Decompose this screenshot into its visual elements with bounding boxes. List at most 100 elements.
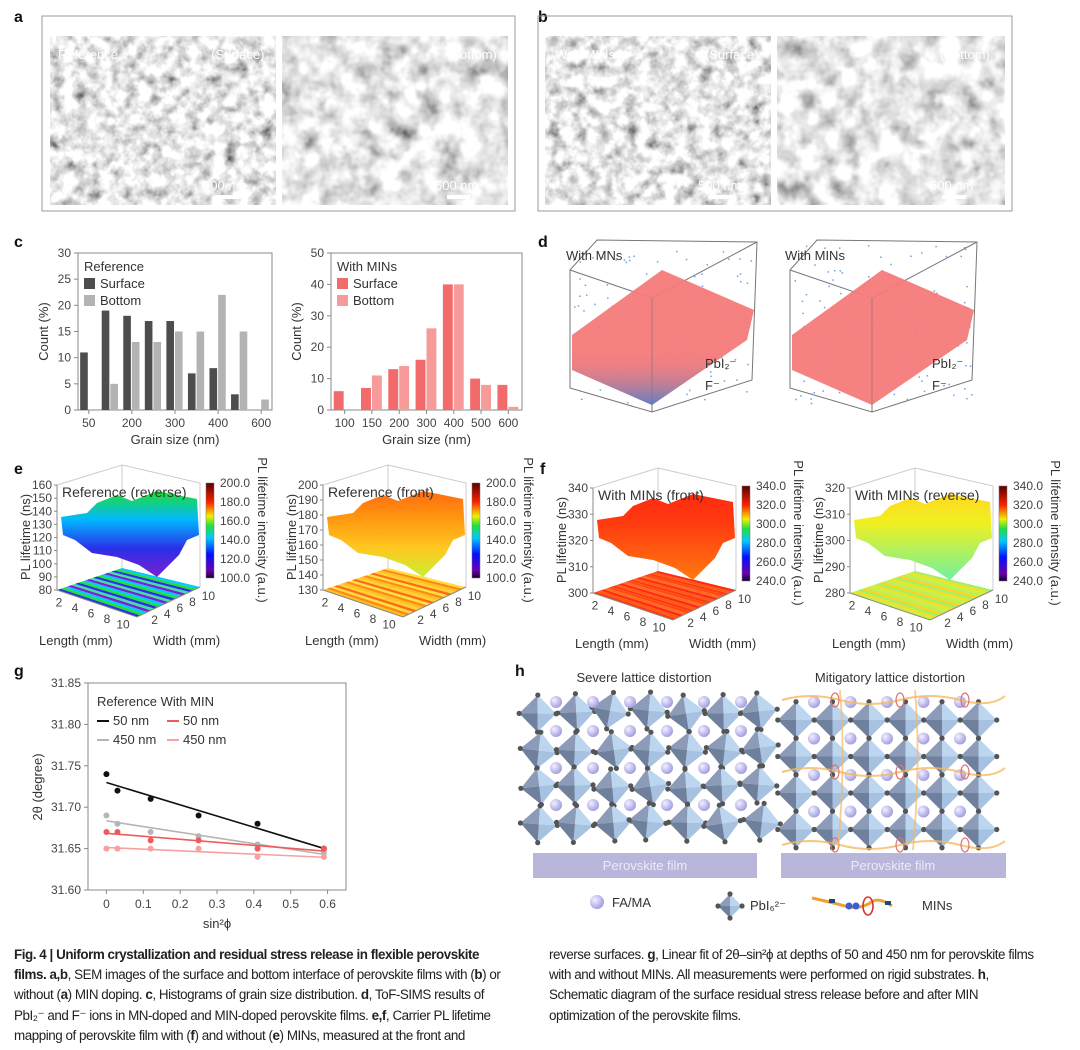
fit-line <box>106 846 324 859</box>
z-tick-label: 200 <box>298 478 318 492</box>
f-ion-speck <box>579 278 581 280</box>
ion-label-f: F⁻ <box>932 378 947 393</box>
iodide-atom <box>921 826 927 833</box>
iodide-atom <box>682 766 688 772</box>
iodide-atom <box>737 710 744 716</box>
iodide-atom <box>994 753 1000 760</box>
octahedron-face <box>869 701 888 720</box>
colorbar-tick-label: 120.0 <box>220 552 250 566</box>
octahedron-face <box>720 766 741 786</box>
floor-projection-stripe <box>75 582 158 609</box>
octahedron-face <box>594 804 614 825</box>
bar-surface <box>80 352 88 410</box>
floor-projection-stripe <box>57 588 141 617</box>
octahedron-face <box>703 823 725 842</box>
min-ring <box>895 692 905 708</box>
f-ion-speck <box>701 285 704 288</box>
fa-ma-cation <box>550 725 562 737</box>
iodide-atom <box>702 749 709 755</box>
x-tick-label: 600 <box>498 416 518 430</box>
iodide-atom <box>793 845 799 851</box>
octahedron-face <box>668 747 688 769</box>
floor-projection-stripe <box>857 589 941 617</box>
octahedron-face <box>536 750 558 769</box>
octahedron-face <box>632 768 651 790</box>
grid-wall <box>387 464 467 587</box>
z-tick-label: 130 <box>298 583 318 597</box>
y-tick-label: 20 <box>311 340 325 354</box>
length-tick-label: 6 <box>88 607 95 621</box>
x-tick-label: 600 <box>251 416 271 430</box>
bar-bottom <box>218 294 226 410</box>
iodide-atom <box>811 717 817 723</box>
data-point <box>195 812 202 819</box>
octahedron-face <box>942 793 961 812</box>
iodide-atom <box>680 692 686 698</box>
f-ion-speck <box>810 402 813 405</box>
iodide-atom <box>571 764 577 770</box>
bar-surface <box>415 359 426 410</box>
colorbar-tick-label: 320.0 <box>756 498 786 512</box>
floor-projection-stripe <box>600 589 684 617</box>
width-tick-label: 6 <box>713 604 720 618</box>
width-tick-label: 2 <box>151 613 158 627</box>
floor-projection-stripe <box>629 579 712 604</box>
z-tick-label: 160 <box>298 538 318 552</box>
octahedron-face <box>606 710 629 729</box>
width-tick-label: 2 <box>417 613 424 627</box>
fa-ma-cation <box>735 799 747 811</box>
z-tick-label: 340 <box>568 481 588 495</box>
floor-projection-stripe <box>93 576 176 601</box>
octahedron-face <box>684 769 705 788</box>
colorbar-tick-label: 240.0 <box>1013 574 1043 588</box>
legend-label: 450 nm <box>183 732 226 747</box>
octahedron-face <box>942 738 961 757</box>
length-axis-label: Length (mm) <box>832 636 906 651</box>
lifetime-surface <box>61 491 199 577</box>
octahedron-face <box>520 786 542 805</box>
f-ion-speck <box>966 397 968 400</box>
iodide-atom <box>647 689 654 695</box>
f-ion-speck <box>813 391 816 394</box>
iodide-atom <box>716 802 722 808</box>
iodide-atom <box>975 808 982 814</box>
caption-ref: e <box>272 1027 280 1043</box>
octahedron-face <box>539 784 558 805</box>
y-tick-label: 0 <box>317 403 324 417</box>
f-ion-speck <box>802 312 804 315</box>
caption-text: ) MINs, measured at the front and revers… <box>279 947 648 1043</box>
iodide-atom <box>516 710 522 716</box>
fa-ma-cation <box>661 799 673 811</box>
z-tick-label: 310 <box>825 507 845 521</box>
iodide-atom <box>757 763 763 769</box>
fa-ma-cation <box>587 799 599 811</box>
octahedron-face <box>832 738 851 757</box>
octahedron-face <box>850 720 869 739</box>
iodide-atom <box>994 790 1000 796</box>
ion-label-f: F⁻ <box>705 378 720 393</box>
min-ring <box>960 692 970 708</box>
octahedron-face <box>538 805 558 826</box>
data-point <box>114 820 121 827</box>
f-ion-speck <box>583 310 585 312</box>
octahedron-face <box>869 738 888 757</box>
fa-ma-cation <box>917 732 930 745</box>
z-tick-label: 180 <box>298 508 318 522</box>
f-ion-speck <box>739 258 741 260</box>
iodide-atom <box>686 728 692 735</box>
length-tick-label: 10 <box>652 620 666 634</box>
f-ion-speck <box>963 301 966 304</box>
iodide-atom <box>740 816 747 823</box>
y-tick-label: 10 <box>311 372 325 386</box>
octahedron-face <box>850 756 869 775</box>
x-tick-label: 200 <box>122 416 142 430</box>
f-ion-speck <box>573 259 575 261</box>
floor-projection-stripe <box>875 583 958 609</box>
sem-panel-a: Reference (Surface) (Bottom) 500 nm 500 … <box>41 15 516 212</box>
x-tick-label: 200 <box>389 416 409 430</box>
f-ion-speck <box>625 261 628 264</box>
floor-projection-stripe <box>351 579 435 604</box>
colorbar-label: PL lifetime intensity (a.u.) <box>791 460 806 605</box>
octahedron-face <box>612 785 631 806</box>
